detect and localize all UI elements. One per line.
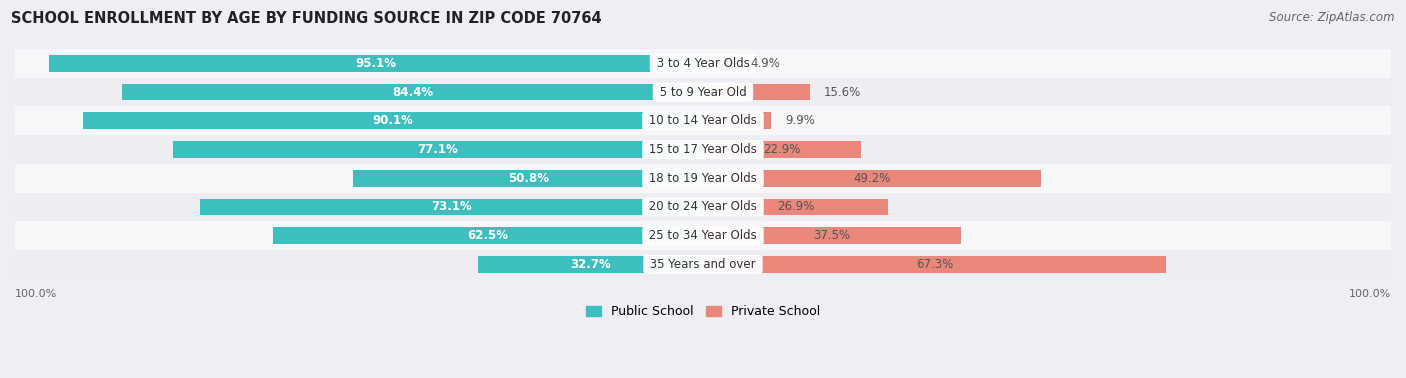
Bar bbox=[122, 84, 703, 101]
Bar bbox=[15, 135, 1391, 164]
Bar bbox=[478, 256, 703, 273]
Text: 3 to 4 Year Olds: 3 to 4 Year Olds bbox=[652, 57, 754, 70]
Text: 35 Years and over: 35 Years and over bbox=[647, 258, 759, 271]
Text: 95.1%: 95.1% bbox=[356, 57, 396, 70]
Text: 18 to 19 Year Olds: 18 to 19 Year Olds bbox=[645, 172, 761, 185]
Text: 5 to 9 Year Old: 5 to 9 Year Old bbox=[655, 85, 751, 99]
Bar bbox=[703, 256, 1166, 273]
Text: 49.2%: 49.2% bbox=[853, 172, 891, 185]
Text: 50.8%: 50.8% bbox=[508, 172, 548, 185]
Text: 25 to 34 Year Olds: 25 to 34 Year Olds bbox=[645, 229, 761, 242]
Text: 100.0%: 100.0% bbox=[1348, 289, 1391, 299]
Bar bbox=[703, 84, 810, 101]
Text: 15 to 17 Year Olds: 15 to 17 Year Olds bbox=[645, 143, 761, 156]
Text: 77.1%: 77.1% bbox=[418, 143, 458, 156]
Bar bbox=[49, 55, 703, 72]
Bar bbox=[703, 55, 737, 72]
Text: 32.7%: 32.7% bbox=[571, 258, 610, 271]
Bar bbox=[703, 141, 860, 158]
Legend: Public School, Private School: Public School, Private School bbox=[581, 300, 825, 323]
Text: 37.5%: 37.5% bbox=[814, 229, 851, 242]
Text: 22.9%: 22.9% bbox=[763, 143, 800, 156]
Bar bbox=[15, 250, 1391, 279]
Bar bbox=[15, 222, 1391, 250]
Bar bbox=[703, 198, 889, 215]
Bar bbox=[15, 107, 1391, 135]
Text: Source: ZipAtlas.com: Source: ZipAtlas.com bbox=[1270, 11, 1395, 24]
Text: 10 to 14 Year Olds: 10 to 14 Year Olds bbox=[645, 114, 761, 127]
Bar bbox=[15, 164, 1391, 193]
Text: 62.5%: 62.5% bbox=[468, 229, 509, 242]
Text: 26.9%: 26.9% bbox=[778, 200, 814, 214]
Text: 100.0%: 100.0% bbox=[15, 289, 58, 299]
Bar bbox=[15, 78, 1391, 107]
Bar bbox=[703, 113, 770, 129]
Text: 4.9%: 4.9% bbox=[751, 57, 780, 70]
Bar bbox=[353, 170, 703, 187]
Bar bbox=[703, 170, 1042, 187]
Text: 84.4%: 84.4% bbox=[392, 85, 433, 99]
Bar bbox=[15, 49, 1391, 78]
Bar bbox=[83, 113, 703, 129]
Bar bbox=[173, 141, 703, 158]
Text: 67.3%: 67.3% bbox=[915, 258, 953, 271]
Bar bbox=[273, 227, 703, 244]
Text: 90.1%: 90.1% bbox=[373, 114, 413, 127]
Text: 73.1%: 73.1% bbox=[432, 200, 472, 214]
Text: 9.9%: 9.9% bbox=[785, 114, 814, 127]
Text: 15.6%: 15.6% bbox=[824, 85, 862, 99]
Bar bbox=[15, 193, 1391, 222]
Text: SCHOOL ENROLLMENT BY AGE BY FUNDING SOURCE IN ZIP CODE 70764: SCHOOL ENROLLMENT BY AGE BY FUNDING SOUR… bbox=[11, 11, 602, 26]
Bar bbox=[200, 198, 703, 215]
Bar bbox=[703, 227, 960, 244]
Text: 20 to 24 Year Olds: 20 to 24 Year Olds bbox=[645, 200, 761, 214]
